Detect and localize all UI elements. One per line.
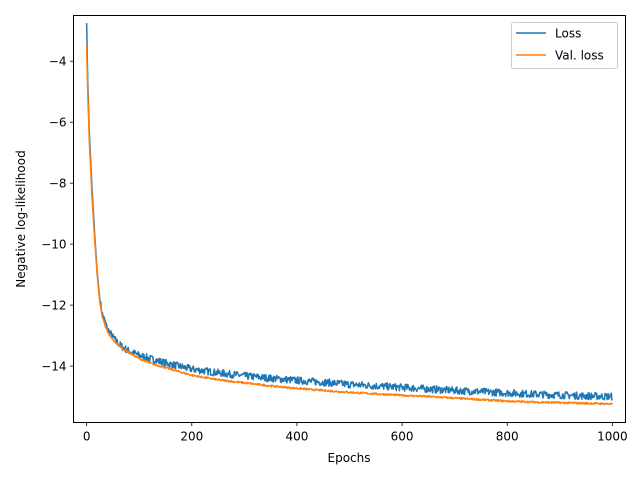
- plot-frame: [73, 15, 626, 423]
- series-line-0: [85, 23, 613, 401]
- series-line-1: [85, 45, 613, 406]
- x-tick-label: 400: [285, 430, 308, 444]
- y-tick-label: −6: [49, 116, 67, 130]
- x-axis-ticks: 0 200 400 600 800 1000: [83, 422, 628, 444]
- x-tick-label: 800: [496, 430, 519, 444]
- y-tick-label: −14: [41, 359, 66, 373]
- plot-lines: [85, 23, 613, 406]
- y-tick-label: −8: [49, 176, 67, 190]
- x-tick-label: 1000: [597, 430, 628, 444]
- x-tick-label: 200: [180, 430, 203, 444]
- legend: Loss Val. loss: [511, 22, 618, 69]
- legend-label-loss: Loss: [555, 27, 581, 41]
- y-tick-label: −4: [49, 55, 67, 69]
- legend-label-val-loss: Val. loss: [555, 49, 604, 63]
- y-tick-label: −12: [41, 298, 66, 312]
- y-tick-label: −10: [41, 237, 66, 251]
- y-axis-label: Negative log-likelihood: [14, 150, 28, 287]
- x-tick-label: 0: [83, 430, 91, 444]
- legend-frame: [511, 22, 618, 69]
- y-axis-ticks: −14 −12 −10 −8 −6 −4: [41, 55, 74, 373]
- x-axis-label: Epochs: [328, 451, 371, 465]
- x-tick-label: 600: [391, 430, 414, 444]
